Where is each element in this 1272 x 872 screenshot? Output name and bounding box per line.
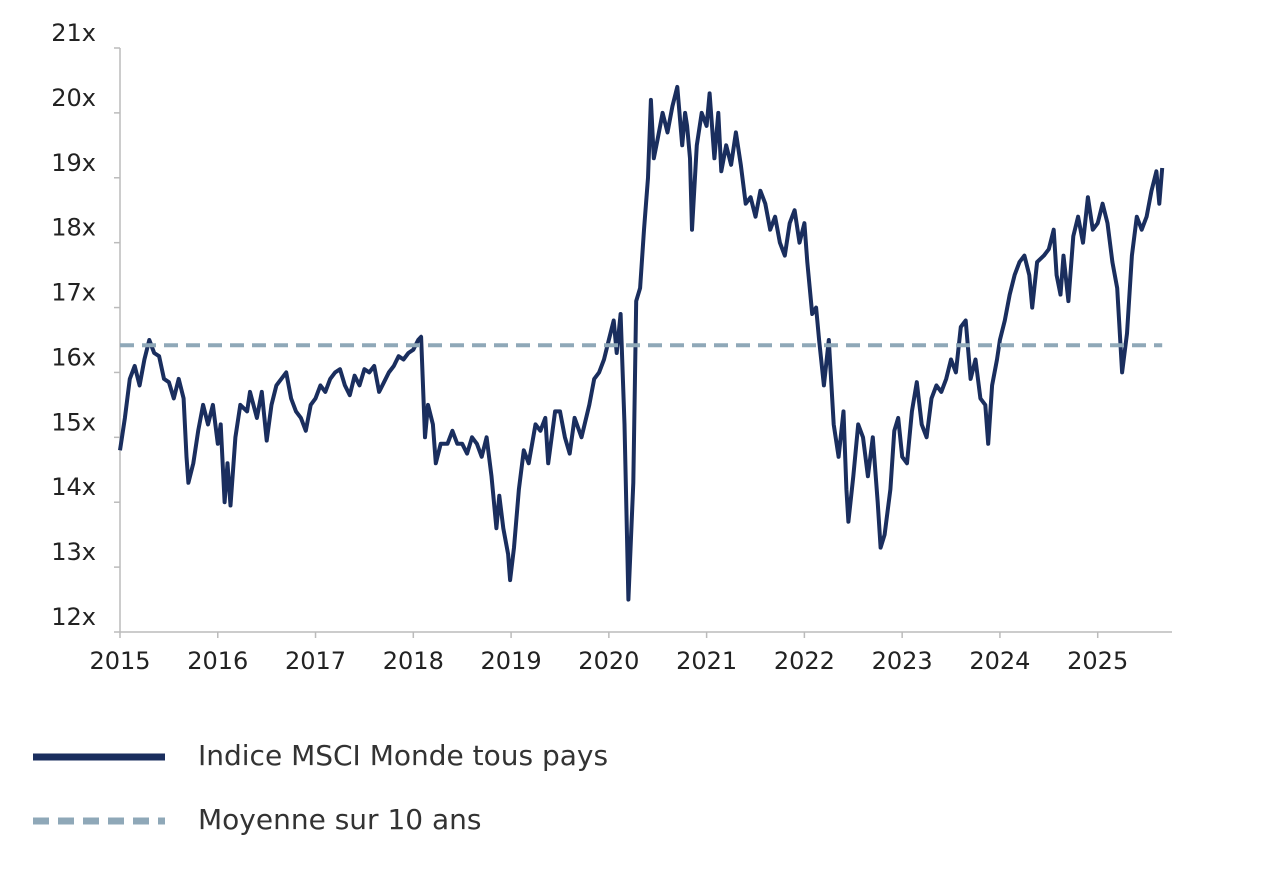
- x-tick-label: 2021: [676, 647, 737, 675]
- y-tick-label: 14x: [51, 473, 96, 501]
- series-line: [118, 84, 1165, 602]
- x-tick-label: 2015: [89, 647, 150, 675]
- x-tick-label: 2017: [285, 647, 346, 675]
- y-tick-label: 15x: [51, 408, 96, 436]
- y-tick-label: 18x: [51, 214, 96, 242]
- y-tick-label: 20x: [51, 84, 96, 112]
- y-tick-label: 21x: [51, 19, 96, 47]
- x-tick-label: 2016: [187, 647, 248, 675]
- y-tick-label: 12x: [51, 603, 96, 631]
- legend-label: Moyenne sur 10 ans: [198, 803, 481, 836]
- x-tick-label: 2023: [872, 647, 933, 675]
- y-tick-label: 19x: [51, 149, 96, 177]
- y-tick-label: 16x: [51, 343, 96, 371]
- x-tick-label: 2020: [578, 647, 639, 675]
- y-tick-label: 13x: [51, 538, 96, 566]
- legend-label: Indice MSCI Monde tous pays: [198, 739, 608, 772]
- x-tick-label: 2025: [1067, 647, 1128, 675]
- x-tick-label: 2024: [969, 647, 1030, 675]
- y-tick-label: 17x: [51, 279, 96, 307]
- x-tick-label: 2018: [383, 647, 444, 675]
- x-tick-label: 2022: [774, 647, 835, 675]
- x-tick-label: 2019: [481, 647, 542, 675]
